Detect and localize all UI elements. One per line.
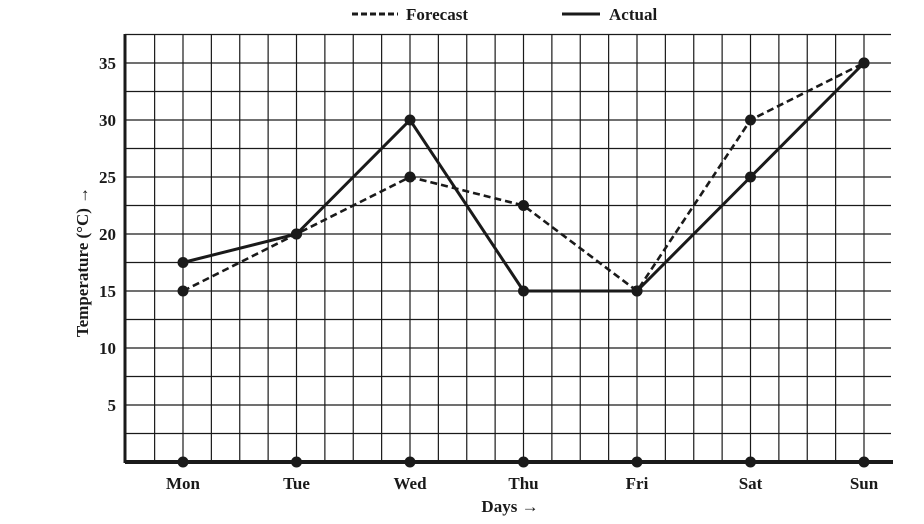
data-point-actual: [177, 257, 189, 268]
data-point-actual: [858, 57, 870, 69]
x-axis-marker: [291, 456, 302, 468]
data-point-actual: [631, 285, 643, 297]
y-tick-label: 30: [99, 111, 116, 130]
y-tick-label: 10: [99, 339, 116, 358]
x-axis-marker: [404, 456, 416, 468]
legend-label-forecast: Forecast: [406, 5, 468, 24]
data-point-forecast: [518, 200, 529, 211]
x-tick-label: Thu: [508, 474, 538, 493]
x-tick-label: Fri: [626, 474, 649, 493]
legend-label-actual: Actual: [609, 5, 657, 24]
data-point-actual: [404, 114, 416, 126]
x-axis-marker: [177, 456, 189, 468]
y-tick-label: 20: [99, 225, 116, 244]
data-point-actual: [518, 285, 529, 297]
x-axis-label: Days →: [481, 497, 538, 516]
x-tick-label: Sun: [850, 474, 879, 493]
y-tick-label: 15: [99, 282, 116, 301]
x-axis-marker: [518, 456, 529, 468]
x-axis-marker: [745, 456, 756, 468]
data-point-actual: [745, 171, 756, 183]
legend: Forecast Actual: [352, 5, 657, 24]
data-point-forecast: [404, 171, 416, 183]
y-axis-label: Temperature (°C) →: [73, 187, 92, 337]
x-axis-marker: [858, 456, 870, 468]
data-point-forecast: [745, 114, 756, 126]
x-tick-label: Wed: [393, 474, 427, 493]
y-tick-label: 25: [99, 168, 116, 187]
y-tick-label: 5: [108, 396, 117, 415]
y-tick-label: 35: [99, 54, 116, 73]
series-points: [177, 57, 870, 297]
x-axis-marker: [631, 456, 643, 468]
tick-labels: Mon Tue Wed Thu Fri Sat Sun 5 10 15 20 25 30 35: [99, 54, 879, 493]
x-tick-label: Sat: [739, 474, 763, 493]
x-tick-label: Tue: [283, 474, 310, 493]
grid-lines: [125, 33, 891, 462]
axes: [123, 34, 893, 464]
data-point-actual: [291, 228, 302, 240]
data-point-forecast: [177, 285, 189, 297]
x-tick-label: Mon: [166, 474, 201, 493]
